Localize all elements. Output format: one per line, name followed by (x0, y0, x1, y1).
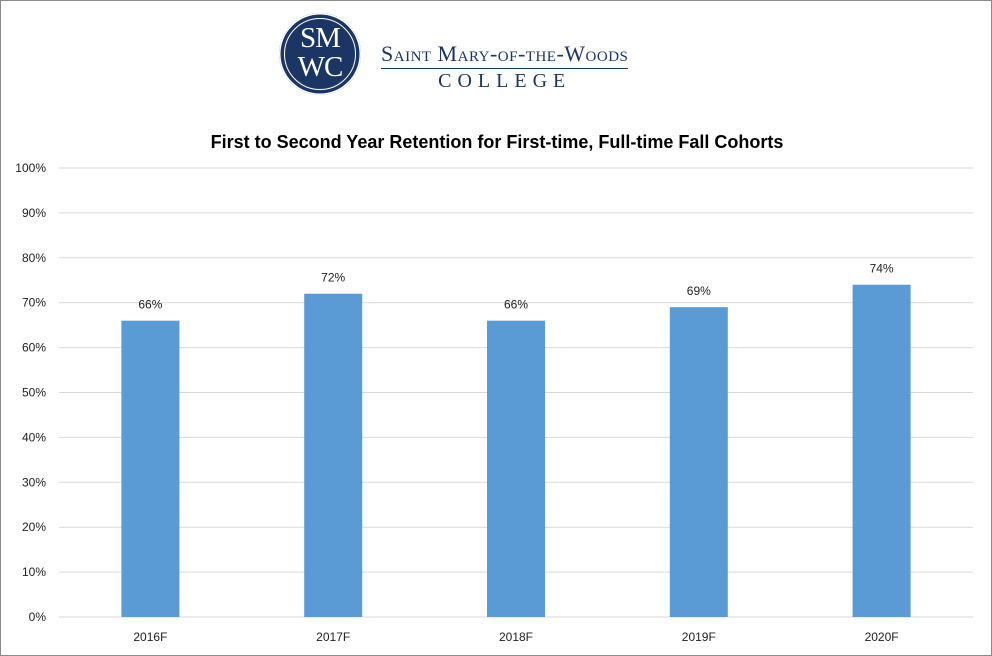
college-word: COLLEGE (438, 70, 572, 92)
bar-2019F (669, 307, 728, 617)
college-logo: SM WC Saint Mary-of-the-Woods COLLEGE (269, 9, 725, 121)
x-tick-label: 2019F (682, 630, 716, 644)
y-tick-label: 80% (22, 251, 46, 265)
x-tick-label: 2018F (499, 630, 533, 644)
data-label: 74% (870, 262, 894, 276)
bar-2016F (121, 320, 180, 617)
data-label: 66% (138, 298, 162, 312)
y-tick-label: 60% (22, 341, 46, 355)
x-axis-tick-labels: 2016F 2017F 2018F 2019F 2020F (133, 630, 898, 644)
y-tick-label: 40% (22, 430, 46, 444)
college-wordmark: Saint Mary-of-the-Woods COLLEGE (381, 41, 629, 93)
bars (121, 284, 911, 617)
bar-2018F (487, 320, 545, 617)
data-label: 72% (321, 271, 345, 285)
x-tick-label: 2016F (133, 630, 167, 644)
data-labels: 66% 72% 66% 69% 74% (138, 262, 894, 312)
y-tick-label: 30% (22, 475, 46, 489)
bar-2017F (304, 293, 363, 617)
bar-2020F (852, 284, 911, 617)
college-seal: SM WC (279, 13, 361, 95)
y-axis-tick-labels: 0% 10% 20% 30% 40% 50% 60% 70% 80% 90% 100% (15, 161, 46, 624)
y-tick-label: 20% (22, 520, 46, 534)
y-tick-label: 100% (15, 161, 46, 175)
y-tick-label: 90% (22, 206, 46, 220)
y-tick-label: 10% (22, 565, 46, 579)
data-label: 66% (504, 298, 528, 312)
chart-title: First to Second Year Retention for First… (210, 132, 784, 152)
y-tick-label: 70% (22, 296, 46, 310)
x-tick-label: 2017F (316, 630, 350, 644)
data-label: 69% (687, 284, 711, 298)
college-name: Saint Mary-of-the-Woods (381, 41, 629, 69)
y-tick-label: 0% (29, 610, 47, 624)
x-tick-label: 2020F (865, 630, 899, 644)
y-tick-label: 50% (22, 386, 46, 400)
